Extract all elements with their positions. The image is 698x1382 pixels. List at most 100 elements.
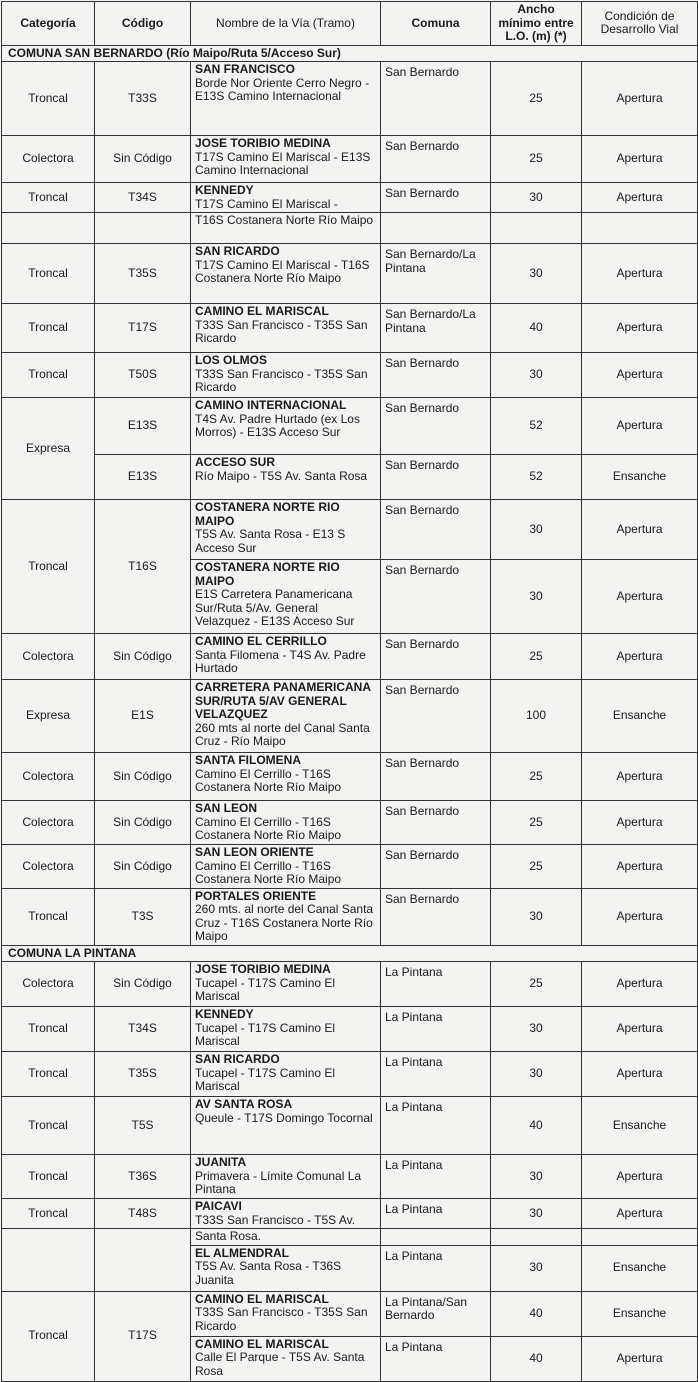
ancho-cell: 25 xyxy=(490,844,582,889)
ancho-cell: 25 xyxy=(490,61,582,136)
via-name: JOSE TORIBIO MEDINA xyxy=(195,962,331,976)
ancho-cell: 30 xyxy=(490,1051,582,1097)
nombre-cell: SAN RICARDO T17S Camino El Mariscal - T16… xyxy=(190,243,381,304)
via-tramo: T33S San Francisco - T35S San Ricardo xyxy=(195,1305,368,1333)
ancho-cell: 25 xyxy=(490,800,582,845)
ancho-cell: 30 xyxy=(490,182,582,213)
via-name: SAN LEON xyxy=(195,801,258,815)
via-tramo: T17S Camino El Mariscal - T16S Costanera… xyxy=(195,257,370,285)
table-row: Troncal T36S JUANITA Primavera - Límite Com… xyxy=(1,1154,698,1199)
table-row: COSTANERA NORTE RIO MAIPO E1S Carretera P… xyxy=(2,559,698,634)
categoria-cell: Colectora xyxy=(1,633,95,680)
comuna-cell: La Pintana xyxy=(380,961,491,1007)
categoria-cell: Troncal xyxy=(1,1051,95,1097)
nombre-cell: AV SANTA ROSA Queule - T17S Domingo Tocor… xyxy=(190,1096,381,1155)
comuna-cell: San Bernardo xyxy=(380,844,491,889)
ancho-cell: 40 xyxy=(490,303,582,353)
table-row: Troncal T3S PORTALES ORIENTE 260 mts. al no… xyxy=(1,887,698,946)
codigo-cell: T35S xyxy=(94,243,191,304)
condicion-cell: Ensanche xyxy=(581,679,698,753)
section-san-bernardo: COMUNA SAN BERNARDO (Río Maipo/Ruta 5/Ac… xyxy=(1,44,698,62)
categoria-cell: Troncal xyxy=(1,243,95,304)
table-row: Troncal T17S CAMINO EL MARISCAL T33S San Fr… xyxy=(1,303,698,353)
nombre-cell: CAMINO EL MARISCAL T33S San Francisco - T… xyxy=(190,303,381,353)
condicion-cell: Apertura xyxy=(581,61,698,136)
categoria-cell: Troncal xyxy=(1,1154,95,1199)
table-row: Troncal T16S COSTANERA NORTE RIO MAIPO T5S … xyxy=(1,499,698,634)
nombre-cell: COSTANERA NORTE RIO MAIPO T5S Av. Santa R… xyxy=(190,499,381,560)
categoria-cell: Colectora xyxy=(1,800,95,845)
ancho-cell: 52 xyxy=(490,397,582,455)
comuna-cell: San Bernardo/La Pintana xyxy=(380,303,491,353)
nombre-cell: SAN LEON Camino El Cerrillo - T16S Costan… xyxy=(190,800,381,845)
via-name: CAMINO EL MARISCAL xyxy=(195,1291,329,1306)
condicion-cell: Apertura xyxy=(581,1154,698,1199)
condicion-cell: Apertura xyxy=(581,1051,698,1097)
via-name: LOS OLMOS xyxy=(195,353,267,367)
condicion-cell: Ensanche xyxy=(581,1096,698,1155)
table-row: Troncal T17S CAMINO EL MARISCAL T33S San Fr… xyxy=(1,1290,698,1382)
comuna-cell: San Bernardo xyxy=(380,633,491,680)
categoria-cell: Troncal xyxy=(1,1096,95,1155)
via-tramo: T33S San Francisco - T5S Av. xyxy=(195,1212,356,1227)
nombre-cell: CARRETERA PANAMERICANA SUR/RUTA 5/AV GEN… xyxy=(190,679,381,753)
table-row: Troncal T34S KENNEDY T17S Camino El Marisca… xyxy=(1,182,698,213)
via-name: CAMINO EL CERRILLO xyxy=(195,634,327,648)
ancho-cell: 25 xyxy=(490,752,582,801)
comuna-cell: San Bernardo xyxy=(380,800,491,845)
comuna-cell: San Bernardo xyxy=(380,454,491,500)
condicion-cell: Apertura xyxy=(581,559,698,634)
nombre-cell: KENNEDY Tucapel - T17S Camino El Mariscal xyxy=(190,1006,381,1052)
codigo-cell: T3S xyxy=(94,887,191,946)
table-row: Troncal T5S AV SANTA ROSA Queule - T17S Dom… xyxy=(1,1096,698,1155)
nombre-cell: PORTALES ORIENTE 260 mts. al norte del Ca… xyxy=(190,887,381,946)
nombre-cell: JOSE TORIBIO MEDINA T17S Camino El Marisc… xyxy=(190,135,381,183)
condicion-cell: Apertura xyxy=(581,1335,698,1382)
via-tramo: Tucapel - T17S Camino El Mariscal xyxy=(195,1065,336,1093)
categoria-cell: Troncal xyxy=(1,1290,95,1382)
condicion-cell: Apertura xyxy=(581,499,698,560)
via-name: CAMINO EL MARISCAL xyxy=(195,304,329,318)
comuna-cell xyxy=(380,1228,491,1246)
table-row: E13S ACCESO SUR Río Maipo - T5S Av. Santa … xyxy=(2,454,698,500)
table-row: Troncal T33S SAN FRANCISCO Borde Nor Orient… xyxy=(1,61,698,136)
condicion-cell: Apertura xyxy=(581,887,698,946)
table-row: Troncal T35S SAN RICARDO Tucapel - T17S Cam… xyxy=(1,1051,698,1097)
condicion-cell: Apertura xyxy=(581,1198,698,1229)
comuna-cell: San Bernardo xyxy=(380,887,491,946)
table-row: Troncal T34S KENNEDY Tucapel - T17S Camino … xyxy=(1,1006,698,1052)
condicion-cell: Apertura xyxy=(581,303,698,353)
nombre-cell: ACCESO SUR Río Maipo - T5S Av. Santa Rosa xyxy=(190,454,381,500)
via-tramo: T33S San Francisco - T35S San Ricardo xyxy=(195,366,368,394)
comuna-cell: San Bernardo xyxy=(380,752,491,801)
categoria-cell xyxy=(1,212,95,244)
categoria-cell: Troncal xyxy=(1,1198,95,1229)
via-name: CARRETERA PANAMERICANA SUR/RUTA 5/AV GEN… xyxy=(195,680,371,721)
categoria-cell: Expresa xyxy=(1,679,95,753)
condicion-cell xyxy=(581,1228,698,1246)
via-tramo: T17S Camino El Mariscal - xyxy=(195,196,338,211)
codigo-cell: T17S xyxy=(94,1290,191,1382)
via-tramo: Tucapel - T17S Camino El Mariscal xyxy=(195,1020,336,1048)
col-codigo: Código xyxy=(94,1,191,46)
table-row: Colectora Sin Código JOSE TORIBIO MEDINA Tu… xyxy=(1,961,698,1007)
nombre-cell: CAMINO EL MARISCAL T33S San Francisco - T… xyxy=(190,1290,381,1337)
comuna-cell: San Bernardo xyxy=(380,135,491,183)
via-tramo: 260 mts al norte del Canal Santa Cruz - … xyxy=(195,720,370,748)
ancho-cell: 30 xyxy=(490,887,582,946)
ancho-cell: 30 xyxy=(490,499,582,560)
categoria-cell: Expresa xyxy=(1,397,95,500)
nombre-cell: KENNEDY T17S Camino El Mariscal - xyxy=(190,182,381,213)
via-name: SAN FRANCISCO xyxy=(195,62,296,76)
comuna-cell xyxy=(380,212,491,244)
codigo-cell: E13S xyxy=(94,397,191,455)
via-name: SAN RICARDO xyxy=(195,244,280,258)
condicion-cell: Apertura xyxy=(581,844,698,889)
table-row: Troncal T35S SAN RICARDO T17S Camino El Mar… xyxy=(1,243,698,304)
nombre-cell: T16S Costanera Norte Río Maipo xyxy=(190,212,381,244)
via-name: AV SANTA ROSA xyxy=(195,1097,293,1111)
comuna-cell: La Pintana/San Bernardo xyxy=(380,1290,491,1337)
comuna-cell: San Bernardo/La Pintana xyxy=(380,243,491,304)
codigo-cell: T35S xyxy=(94,1051,191,1097)
